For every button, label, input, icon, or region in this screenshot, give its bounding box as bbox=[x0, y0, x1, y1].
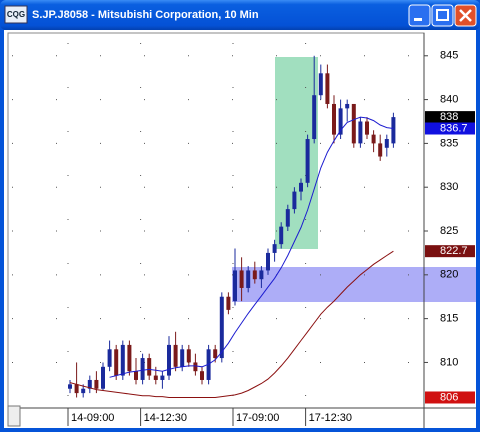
candle-body bbox=[200, 371, 204, 380]
y-tick-label: 815 bbox=[440, 313, 458, 325]
candle-body bbox=[101, 366, 105, 389]
candle-body bbox=[180, 349, 185, 367]
candle-body bbox=[233, 270, 237, 302]
price-label-box bbox=[425, 245, 475, 258]
candle-body bbox=[246, 270, 251, 288]
window-title: S.JP.J8058 - Mitsubishi Corporation, 10 … bbox=[32, 9, 259, 21]
candle-body bbox=[351, 103, 356, 144]
y-tick-label: 825 bbox=[440, 225, 458, 237]
candle-body bbox=[153, 375, 158, 380]
candle-body bbox=[371, 134, 376, 144]
candle-body bbox=[252, 270, 257, 280]
candle-body bbox=[140, 358, 145, 380]
candle-body bbox=[259, 270, 264, 280]
price-label: 822.7 bbox=[440, 245, 468, 257]
candle-body bbox=[81, 388, 86, 394]
plot-area bbox=[7, 32, 425, 409]
candle-body bbox=[365, 121, 369, 135]
candle-body bbox=[384, 139, 389, 148]
candle-body bbox=[87, 379, 92, 389]
scroll-handle[interactable] bbox=[7, 405, 21, 427]
candle-body bbox=[226, 296, 231, 310]
y-tick-label: 835 bbox=[440, 137, 458, 149]
candle-body bbox=[68, 384, 72, 389]
candle-body bbox=[266, 252, 270, 271]
candle-body bbox=[213, 349, 218, 359]
candle-body bbox=[219, 296, 224, 359]
price-label: 806 bbox=[440, 391, 458, 403]
candle-body bbox=[127, 344, 132, 372]
y-tick-label: 840 bbox=[440, 93, 458, 105]
x-tick-label: 14-09:00 bbox=[71, 412, 114, 424]
candle-body bbox=[239, 270, 244, 288]
candle-body bbox=[114, 349, 119, 376]
highlight-zone bbox=[232, 267, 476, 302]
max-button[interactable] bbox=[431, 4, 454, 27]
candle-body bbox=[279, 226, 284, 245]
moving-average bbox=[109, 116, 394, 378]
x-tick-label: 14-12:30 bbox=[144, 412, 187, 424]
title-bar bbox=[0, 0, 480, 30]
candle-body bbox=[332, 103, 336, 135]
candle-body bbox=[74, 384, 79, 394]
price-label-box bbox=[425, 111, 475, 124]
min-button[interactable] bbox=[408, 4, 431, 27]
app-icon-text: CQG bbox=[7, 10, 25, 19]
candle-body bbox=[358, 121, 363, 144]
y-tick-label: 830 bbox=[440, 181, 458, 193]
y-tick-label: 810 bbox=[440, 356, 458, 368]
candle-body bbox=[299, 182, 303, 192]
candle-body bbox=[325, 73, 330, 104]
candle-body bbox=[318, 73, 323, 96]
candle-body bbox=[272, 244, 277, 253]
price-label: 838 bbox=[440, 111, 458, 123]
price-label: 836.7 bbox=[440, 122, 468, 134]
candle-body bbox=[186, 349, 191, 363]
candle-body bbox=[345, 103, 350, 109]
candle-body bbox=[305, 139, 310, 183]
candle-body bbox=[338, 108, 343, 135]
candle-body bbox=[94, 379, 99, 389]
close-button[interactable] bbox=[454, 4, 477, 27]
candle-body bbox=[193, 362, 198, 372]
candle-body bbox=[107, 349, 112, 367]
candle-body bbox=[285, 209, 290, 227]
candle-body bbox=[134, 371, 138, 380]
price-label-box bbox=[425, 122, 475, 135]
candle-body bbox=[160, 375, 165, 380]
app-icon bbox=[4, 5, 28, 24]
x-tick-label: 17-09:00 bbox=[236, 412, 279, 424]
candle-body bbox=[312, 95, 317, 140]
x-tick-label: 17-12:30 bbox=[309, 412, 352, 424]
candle-body bbox=[173, 344, 178, 367]
moving-average bbox=[69, 250, 394, 398]
candle-body bbox=[292, 191, 297, 210]
highlight-zone bbox=[275, 57, 318, 249]
y-tick-label: 845 bbox=[440, 50, 458, 62]
price-label-box bbox=[425, 391, 475, 404]
y-tick-label: 820 bbox=[440, 269, 458, 281]
candle-body bbox=[167, 344, 171, 376]
candle-body bbox=[378, 143, 383, 157]
candle-body bbox=[147, 358, 152, 376]
candle-body bbox=[391, 117, 396, 144]
candle-body bbox=[120, 344, 125, 376]
